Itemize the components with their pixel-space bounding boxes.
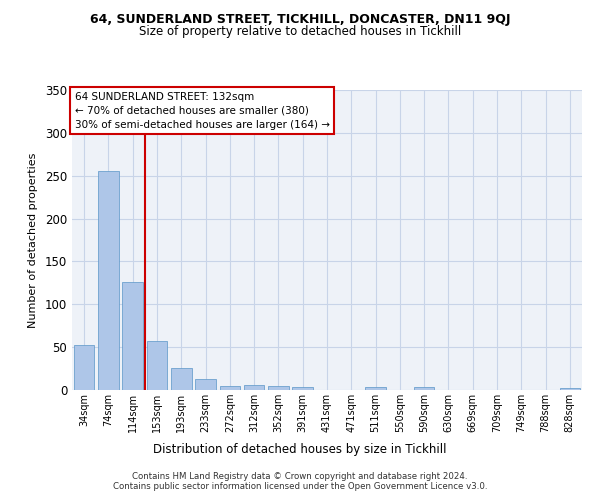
Bar — [220, 386, 240, 390]
Bar — [74, 346, 94, 390]
Text: Contains public sector information licensed under the Open Government Licence v3: Contains public sector information licen… — [113, 482, 487, 491]
Bar — [146, 341, 167, 390]
Bar — [560, 388, 580, 390]
Bar — [268, 386, 289, 390]
Text: Distribution of detached houses by size in Tickhill: Distribution of detached houses by size … — [153, 442, 447, 456]
Bar — [365, 386, 386, 390]
Bar — [122, 282, 143, 390]
Y-axis label: Number of detached properties: Number of detached properties — [28, 152, 38, 328]
Bar — [414, 388, 434, 390]
Bar — [171, 368, 191, 390]
Text: Contains HM Land Registry data © Crown copyright and database right 2024.: Contains HM Land Registry data © Crown c… — [132, 472, 468, 481]
Bar — [244, 385, 265, 390]
Bar — [292, 388, 313, 390]
Bar — [195, 379, 216, 390]
Text: 64 SUNDERLAND STREET: 132sqm
← 70% of detached houses are smaller (380)
30% of s: 64 SUNDERLAND STREET: 132sqm ← 70% of de… — [74, 92, 329, 130]
Bar — [98, 170, 119, 390]
Text: Size of property relative to detached houses in Tickhill: Size of property relative to detached ho… — [139, 25, 461, 38]
Text: 64, SUNDERLAND STREET, TICKHILL, DONCASTER, DN11 9QJ: 64, SUNDERLAND STREET, TICKHILL, DONCAST… — [90, 12, 510, 26]
